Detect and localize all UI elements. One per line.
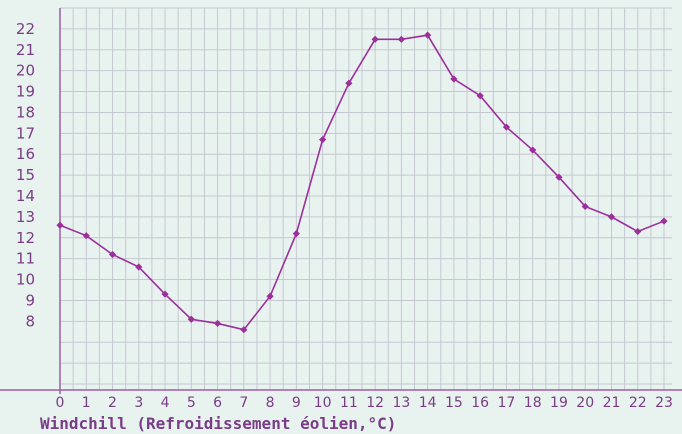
x-tick-label: 9	[292, 395, 301, 411]
data-point	[108, 250, 117, 259]
data-point	[240, 326, 248, 334]
data-point	[424, 31, 432, 39]
x-tick-label: 21	[603, 395, 621, 411]
data-point	[397, 35, 405, 43]
x-tick-label: 19	[550, 395, 568, 411]
y-tick-label: 9	[25, 291, 35, 309]
data-point	[82, 232, 90, 240]
x-tick-label: 4	[161, 395, 170, 411]
y-tick-label: 18	[16, 103, 35, 121]
x-tick-label: 0	[56, 395, 65, 411]
x-tick-label: 5	[187, 395, 196, 411]
x-tick-label: 15	[445, 395, 463, 411]
x-tick-label: 13	[392, 395, 410, 411]
y-tick-label: 8	[25, 312, 35, 330]
series-line	[59, 34, 665, 331]
grid	[59, 7, 672, 390]
data-point	[660, 217, 668, 225]
x-tick-label: 20	[576, 395, 594, 411]
y-tick-labels: 8 9 10 11 12 13 14 15 16 17 18 19 20 21 22	[16, 20, 35, 330]
x-tick-label: 3	[134, 395, 143, 411]
data-point	[581, 202, 589, 211]
y-tick-label: 17	[16, 124, 35, 142]
y-tick-label: 14	[16, 187, 35, 205]
x-tick-label: 14	[419, 395, 437, 411]
y-tick-label: 21	[16, 41, 35, 59]
y-tick-label: 12	[16, 229, 35, 247]
data-point	[634, 227, 642, 236]
data-point	[345, 79, 353, 87]
x-tick-label: 6	[213, 395, 222, 411]
data-point	[187, 315, 195, 323]
x-axis-label: Windchill (Refroidissement éolien,°C)	[40, 414, 396, 433]
data-point	[607, 213, 616, 221]
x-tick-label: 1	[82, 395, 91, 411]
y-tick-label: 11	[16, 250, 35, 268]
data-point	[476, 92, 484, 100]
x-tick-label: 10	[314, 395, 332, 411]
x-tick-label: 12	[366, 395, 384, 411]
y-tick-label: 16	[16, 145, 35, 163]
y-tick-label: 22	[16, 20, 35, 38]
x-tick-label: 17	[498, 395, 516, 411]
x-tick-label: 18	[524, 395, 542, 411]
x-tick-label: 16	[471, 395, 489, 411]
data-point	[292, 230, 300, 238]
x-tick-labels: 0 1 2 3 4 5 6 7 8 9 10 11 12 13 14 15 16 17 18 19 20 21 22 23	[56, 395, 673, 411]
data-point	[529, 146, 537, 154]
data-point	[450, 75, 458, 83]
data-point	[319, 136, 327, 144]
x-tick-label: 11	[340, 395, 358, 411]
series	[56, 31, 668, 334]
axes	[0, 8, 682, 394]
data-point	[371, 35, 379, 43]
y-tick-label: 15	[16, 166, 35, 184]
data-point	[135, 263, 143, 271]
x-tick-label: 7	[239, 395, 248, 411]
data-point	[161, 290, 169, 298]
y-tick-label: 13	[16, 208, 35, 226]
data-point	[555, 173, 563, 181]
data-point	[56, 221, 64, 229]
y-tick-label: 10	[16, 271, 35, 289]
x-tick-label: 2	[108, 395, 117, 411]
data-point	[213, 319, 222, 328]
x-tick-label: 22	[629, 395, 647, 411]
data-point	[266, 292, 274, 300]
y-tick-label: 20	[16, 62, 35, 80]
x-tick-label: 8	[266, 395, 275, 411]
x-tick-label: 23	[655, 395, 673, 411]
data-point	[502, 123, 511, 131]
y-tick-label: 19	[16, 83, 35, 101]
